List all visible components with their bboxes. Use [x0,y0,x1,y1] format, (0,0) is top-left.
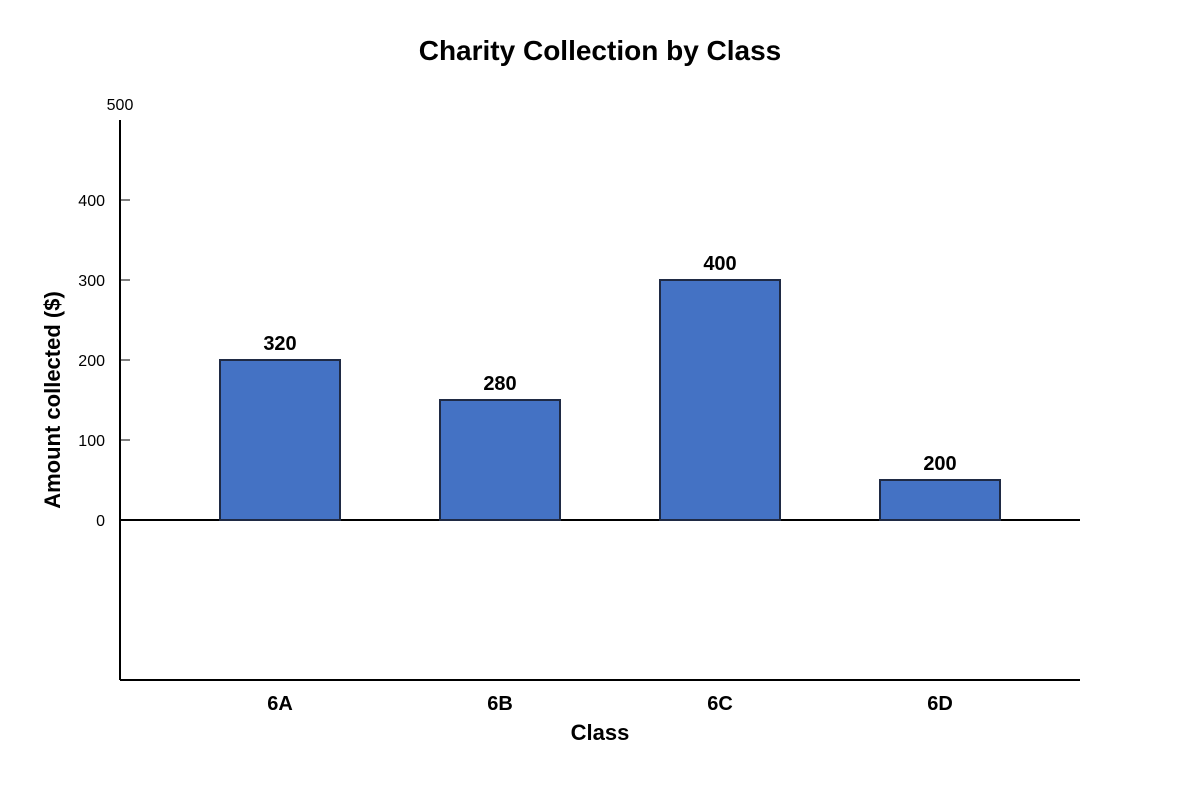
data-label-6b: 280 [483,373,516,395]
axes [119,120,1080,681]
data-label-6a: 320 [263,333,296,355]
y-tick-label: 100 [78,433,105,450]
bars [219,279,1001,521]
x-tick-label-6c: 6C [707,693,733,715]
y-tick-label: 400 [78,193,105,210]
x-tick-label-6b: 6B [487,693,513,715]
x-tick-label-6d: 6D [927,693,953,715]
data-labels: 320 280 400 200 [263,253,956,475]
x-tick-label-6a: 6A [267,693,293,715]
bar-6c [659,279,781,521]
y-tick-label: 200 [78,353,105,370]
chart-title: Charity Collection by Class [419,35,782,66]
y-tick-label: 300 [78,273,105,290]
y-axis-title: Amount collected ($) [40,291,65,509]
data-label-6d: 200 [923,453,956,475]
bar-6a [219,359,341,521]
x-axis-ticks: 6A 6B 6C 6D [267,693,953,715]
y-tick-label: 500 [107,97,134,114]
data-label-6c: 400 [703,253,736,275]
y-tick-label: 0 [96,513,105,530]
bar-6d [879,479,1001,521]
bar-6b [439,399,561,521]
x-axis-title: Class [571,720,630,745]
